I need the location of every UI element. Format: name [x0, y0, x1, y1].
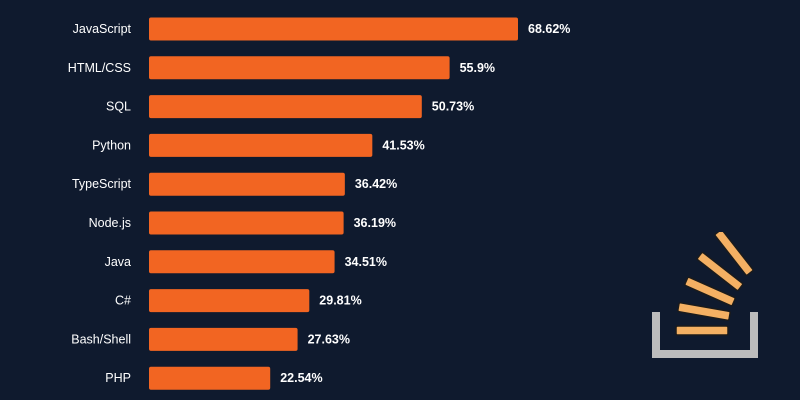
value-label: 68.62%: [528, 22, 570, 36]
value-label: 50.73%: [432, 100, 474, 114]
category-label: TypeScript: [72, 177, 132, 191]
value-label: 34.51%: [345, 255, 387, 269]
category-label: SQL: [106, 100, 131, 114]
bar: [149, 17, 518, 41]
category-label: C#: [115, 294, 131, 308]
value-label: 55.9%: [460, 61, 495, 75]
bar: [149, 289, 310, 313]
category-label: Node.js: [89, 216, 131, 230]
category-label: Bash/Shell: [71, 332, 131, 346]
category-label: HTML/CSS: [68, 61, 131, 75]
category-label: PHP: [105, 371, 131, 385]
category-label: Python: [92, 138, 131, 152]
bar: [149, 211, 344, 235]
category-label: JavaScript: [73, 22, 132, 36]
bar: [149, 366, 271, 390]
value-label: 22.54%: [280, 371, 322, 385]
bar: [149, 56, 450, 80]
value-label: 27.63%: [308, 332, 350, 346]
value-label: 41.53%: [382, 138, 424, 152]
bar: [149, 327, 298, 351]
logo-tray: [652, 312, 758, 358]
bar: [149, 172, 345, 196]
stack-overflow-logo-icon: [652, 232, 758, 358]
category-label: Java: [105, 255, 131, 269]
bar: [149, 250, 335, 274]
value-label: 29.81%: [319, 294, 361, 308]
logo-lines: [675, 232, 754, 336]
value-label: 36.19%: [354, 216, 396, 230]
value-label: 36.42%: [355, 177, 397, 191]
bar: [149, 95, 422, 119]
bar: [149, 133, 373, 157]
